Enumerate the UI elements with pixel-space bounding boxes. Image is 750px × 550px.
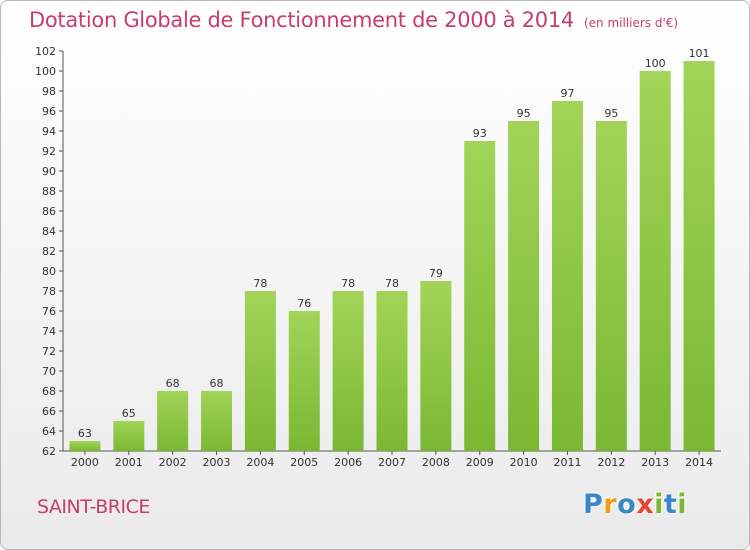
x-axis: 2000 2001 2002 2003 2004 2005 2006 2007 2008 2009… [63, 450, 721, 469]
bar [201, 391, 233, 451]
x-tick-label: 2000 [71, 456, 99, 469]
bar [639, 71, 671, 451]
bar-value-label: 101 [689, 47, 710, 60]
bar [683, 61, 715, 451]
x-tick-label: 2013 [641, 456, 669, 469]
x-tick-label: 2003 [203, 456, 231, 469]
y-tick-label: 70 [42, 365, 56, 378]
y-tick-label: 74 [42, 325, 56, 338]
bar [551, 101, 583, 451]
brand-letter: i [677, 489, 688, 520]
bar-value-label: 78 [253, 277, 267, 290]
brand-letter: r [603, 489, 618, 520]
y-tick-label: 100 [35, 65, 56, 78]
bar-value-label: 79 [429, 267, 443, 280]
y-tick-label: 68 [42, 385, 56, 398]
bar-value-label: 93 [473, 127, 487, 140]
bar [508, 121, 540, 451]
bar-value-label: 68 [166, 377, 180, 390]
y-tick-label: 98 [42, 85, 56, 98]
bar [157, 391, 189, 451]
brand-letter: o [617, 489, 637, 520]
bar-value-label: 95 [517, 107, 531, 120]
y-tick-label: 96 [42, 105, 56, 118]
bar [244, 291, 276, 451]
bar-value-label: 100 [645, 57, 666, 70]
y-axis: 62 64 66 68 70 72 74 76 78 80 82 84 86 88 90 92 94 96 98 10… [35, 45, 64, 458]
bar-value-label: 63 [78, 427, 92, 440]
y-tick-label: 92 [42, 145, 56, 158]
bar-value-label: 78 [385, 277, 399, 290]
bar [420, 281, 452, 451]
x-tick-label: 2005 [290, 456, 318, 469]
x-tick-label: 2011 [553, 456, 581, 469]
bar-value-label: 95 [604, 107, 618, 120]
bar [464, 141, 496, 451]
bar-value-label: 68 [210, 377, 224, 390]
x-tick-label: 2009 [466, 456, 494, 469]
brand-letter: P [583, 489, 604, 520]
y-tick-label: 90 [42, 165, 56, 178]
bar [288, 311, 320, 451]
y-tick-label: 80 [42, 265, 56, 278]
brand-logo: Proxiti [583, 489, 687, 520]
bar-value-label: 76 [297, 297, 311, 310]
bars: 63 65 68 68 78 76 78 78 79 93 95 97 95 100 101 [69, 47, 715, 451]
brand-letter: t [663, 489, 678, 520]
chart-title-text: Dotation Globale de Fonctionnement de 20… [29, 8, 574, 32]
y-tick-label: 78 [42, 285, 56, 298]
bar [113, 421, 145, 451]
x-tick-label: 2001 [115, 456, 143, 469]
x-tick-label: 2008 [422, 456, 450, 469]
bar [595, 121, 627, 451]
x-tick-label: 2012 [597, 456, 625, 469]
x-tick-label: 2010 [510, 456, 538, 469]
y-tick-label: 86 [42, 205, 56, 218]
y-tick-label: 72 [42, 345, 56, 358]
x-tick-label: 2007 [378, 456, 406, 469]
bar [69, 441, 101, 451]
y-tick-label: 88 [42, 185, 56, 198]
y-tick-label: 76 [42, 305, 56, 318]
commune-name: SAINT-BRICE [37, 496, 150, 518]
bar-value-label: 78 [341, 277, 355, 290]
y-tick-label: 102 [35, 45, 56, 58]
x-tick-label: 2002 [159, 456, 187, 469]
brand-letter: x [636, 489, 655, 520]
x-tick-label: 2014 [685, 456, 713, 469]
y-tick-label: 66 [42, 405, 56, 418]
chart-subtitle: (en milliers d'€) [583, 16, 679, 30]
bar-value-label: 65 [122, 407, 136, 420]
y-tick-label: 84 [42, 225, 56, 238]
x-tick-label: 2006 [334, 456, 362, 469]
y-tick-label: 64 [42, 425, 56, 438]
y-tick-label: 82 [42, 245, 56, 258]
bar-value-label: 97 [560, 87, 574, 100]
chart-title: Dotation Globale de Fonctionnement de 20… [29, 8, 678, 32]
y-tick-label: 62 [42, 445, 56, 458]
brand-letter: i [654, 489, 664, 520]
bar [332, 291, 364, 451]
y-tick-label: 94 [42, 125, 56, 138]
bar [376, 291, 408, 451]
x-tick-label: 2004 [246, 456, 274, 469]
